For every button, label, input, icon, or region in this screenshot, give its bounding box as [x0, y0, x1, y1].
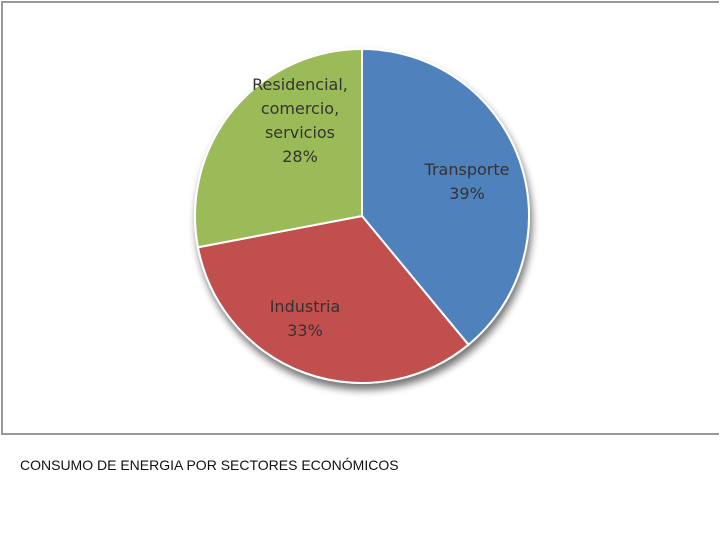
slice-transporte-label: Transporte 39% [424, 160, 510, 203]
pie-slices [194, 47, 531, 385]
pie-chart: Transporte 39% Industria 33% Residencial, com… [194, 47, 531, 385]
chart-area: Transporte 39% Industria 33% Residencial, com… [1, 1, 719, 435]
slice-transporte [361, 47, 531, 347]
slice-residencial [194, 47, 363, 249]
slice-industria [196, 214, 470, 385]
slice-industria-label: Industria 33% [270, 297, 341, 340]
slice-residencial-label: Residencial, comercio, servicios 28% [252, 75, 348, 166]
chart-caption: CONSUMO DE ENERGIA POR SECTORES ECONÓMIC… [20, 457, 399, 473]
